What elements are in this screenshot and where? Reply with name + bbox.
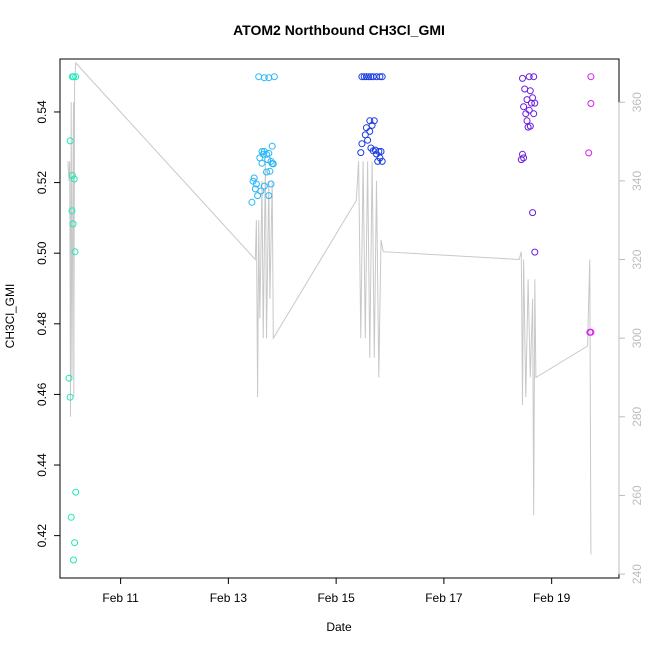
right-tick-label: 340: [630, 171, 644, 191]
data-point: [248, 198, 256, 206]
data-point: [360, 73, 368, 81]
data-point: [373, 150, 380, 158]
data-point: [260, 182, 268, 190]
data-point: [369, 73, 377, 81]
data-point: [72, 73, 80, 81]
data-point: [522, 110, 530, 118]
x-tick-label: Feb 15: [317, 591, 355, 605]
data-point: [525, 73, 533, 81]
data-point: [270, 73, 278, 81]
data-point: [364, 136, 372, 144]
data-point: [520, 103, 528, 111]
x-axis-label: Date: [326, 620, 352, 634]
data-point: [585, 149, 593, 157]
data-point: [71, 539, 79, 547]
data-point: [358, 140, 366, 148]
data-point: [376, 73, 384, 81]
data-point: [357, 149, 365, 157]
data-point: [531, 99, 539, 107]
data-point: [267, 180, 275, 188]
data-point: [366, 127, 374, 135]
data-point: [258, 159, 266, 167]
data-point: [521, 85, 529, 93]
data-point: [264, 156, 272, 164]
left-tick-label: 0.42: [35, 524, 49, 548]
left-tick-label: 0.48: [35, 312, 49, 336]
left-tick-label: 0.52: [35, 171, 49, 195]
data-point: [524, 123, 532, 131]
data-point: [68, 172, 76, 179]
left-tick-label: 0.44: [35, 453, 49, 477]
left-tick-label: 0.46: [35, 382, 49, 406]
data-point: [250, 174, 258, 182]
right-tick-label: 300: [630, 328, 644, 348]
bottom-axis: Feb 11 Feb 13 Feb 15 Feb 17 Feb 19: [102, 577, 571, 605]
data-point: [362, 73, 370, 81]
data-point: [526, 87, 534, 95]
data-point: [530, 110, 538, 118]
y-axis-label: CH3Cl_GMI: [3, 284, 17, 349]
left-tick-label: 0.54: [35, 100, 49, 124]
x-tick-label: Feb 19: [533, 591, 571, 605]
data-point: [374, 157, 382, 165]
data-point: [365, 73, 373, 81]
data-point: [527, 99, 535, 107]
data-point: [587, 328, 595, 336]
right-tick-label: 320: [630, 249, 644, 269]
data-point: [254, 192, 262, 200]
data-point: [265, 192, 273, 200]
secondary-series-line: [67, 61, 592, 555]
secondary-line-path: [67, 61, 592, 555]
data-point: [529, 209, 537, 217]
data-point: [260, 74, 268, 82]
data-point: [70, 73, 77, 81]
data-point: [268, 142, 276, 150]
data-point: [358, 73, 366, 81]
data-point: [587, 100, 595, 107]
data-point: [65, 374, 73, 382]
right-axis: 240 260 280 300 320 340 360: [618, 92, 644, 584]
data-point: [66, 393, 74, 401]
left-tick-label: 0.50: [35, 241, 49, 265]
data-point: [362, 124, 370, 132]
data-point: [519, 74, 526, 82]
data-point: [376, 154, 384, 162]
data-points: [65, 73, 595, 564]
data-point: [268, 160, 276, 167]
data-point: [517, 156, 525, 164]
right-tick-label: 260: [630, 485, 644, 505]
data-point: [66, 137, 74, 145]
chart-title: ATOM2 Northbound CH3Cl_GMI: [233, 22, 445, 38]
data-point: [378, 157, 386, 165]
data-point: [519, 150, 526, 158]
data-point: [252, 180, 260, 188]
data-point: [378, 73, 386, 81]
left-axis: 0.42 0.44 0.46 0.48 0.50 0.52 0.54: [35, 100, 61, 548]
data-point: [257, 187, 265, 195]
data-point: [71, 248, 79, 256]
data-point: [255, 73, 263, 81]
data-point: [531, 248, 539, 256]
data-point: [263, 168, 270, 176]
right-tick-label: 240: [630, 564, 644, 584]
right-tick-label: 360: [630, 92, 644, 112]
data-point: [266, 167, 274, 175]
data-point: [67, 513, 75, 521]
data-point: [368, 121, 376, 129]
data-point: [72, 488, 80, 496]
data-point: [70, 556, 77, 564]
data-point: [70, 175, 78, 183]
data-point: [265, 74, 273, 82]
data-point: [587, 73, 595, 81]
data-point: [68, 207, 76, 215]
x-tick-label: Feb 11: [102, 591, 139, 605]
right-tick-label: 280: [630, 406, 644, 426]
data-point: [69, 220, 77, 228]
x-tick-label: Feb 17: [425, 591, 463, 605]
data-point: [530, 73, 538, 81]
data-point: [523, 96, 531, 104]
x-tick-label: Feb 13: [210, 591, 248, 605]
